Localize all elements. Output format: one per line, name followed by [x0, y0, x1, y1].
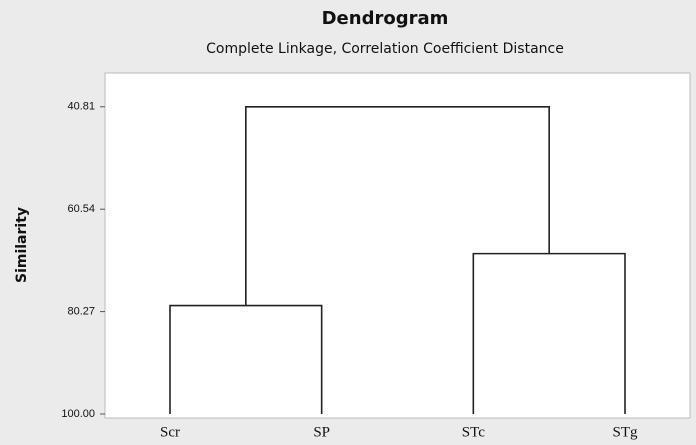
leaf-label: Scr [160, 424, 180, 440]
y-tick-label: 100.00 [61, 408, 95, 420]
y-axis-label: Similarity [14, 207, 30, 283]
link [245, 105, 550, 306]
y-tick-label: 60.54 [67, 203, 95, 215]
leaf-label: SP [313, 424, 330, 440]
chart-title: Dendrogram [322, 8, 449, 29]
link [169, 304, 323, 414]
y-tick-label: 80.27 [67, 306, 95, 318]
chart-subtitle: Complete Linkage, Correlation Coefficien… [206, 41, 564, 57]
plot-area [104, 72, 691, 419]
y-tick-label: 40.81 [67, 101, 95, 113]
leaf-label: STc [462, 424, 485, 440]
leaf-label: STg [612, 424, 638, 440]
